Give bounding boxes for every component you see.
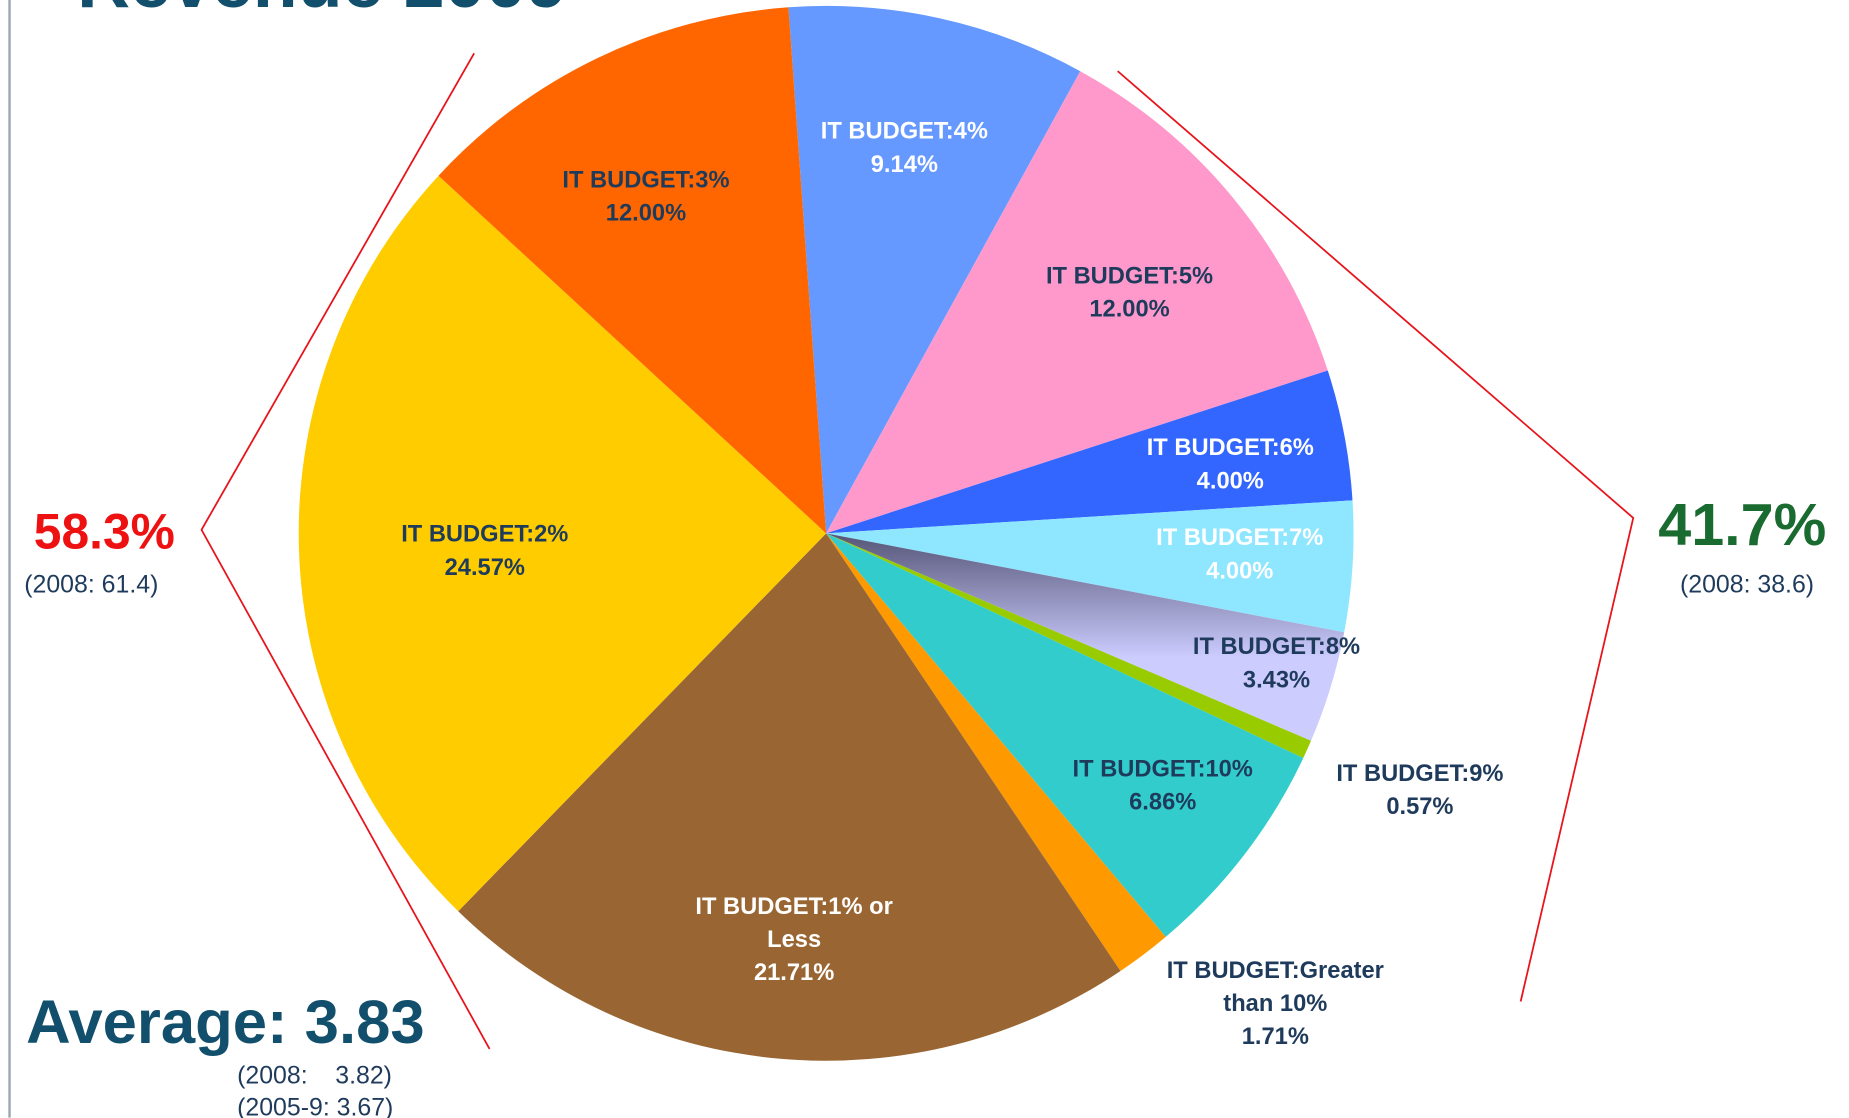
slice-label: IT BUDGET:4%: [821, 119, 988, 145]
slice: [826, 370, 1353, 534]
slice: [826, 533, 1304, 937]
left-bracket: [200, 52, 491, 1050]
value-label: 3.43%: [1243, 667, 1310, 693]
slice-label: IT BUDGET:5%: [1046, 263, 1213, 289]
slice: [298, 175, 827, 912]
slice: [438, 7, 827, 534]
value-label: 4.00%: [1206, 558, 1273, 584]
slice-label: IT BUDGET:Greater than 10%: [1167, 958, 1384, 1017]
slice-label: IT BUDGET:6%: [1147, 435, 1314, 461]
slice-label: IT BUDGET:10%: [1073, 756, 1253, 782]
slice-label: IT BUDGET:7%: [1156, 525, 1323, 551]
average-prior: (2005-9: 3.67): [237, 1093, 393, 1118]
slice: [826, 533, 1312, 759]
slice: [458, 533, 1121, 1061]
value-label: 12.00%: [606, 200, 686, 226]
pie: [298, 5, 1354, 1061]
right-share: 41.7%: [1658, 491, 1826, 558]
value-label: 12.00%: [1089, 296, 1169, 322]
chart-title: Revenue 2009: [77, 0, 567, 23]
right-prior: (2008: 38.6): [1680, 571, 1814, 599]
slice-label: IT BUDGET:1% or Less: [695, 894, 892, 953]
value-label: 24.57%: [445, 555, 525, 581]
slice-label: IT BUDGET:8%: [1193, 634, 1360, 660]
left-share: 58.3%: [34, 504, 175, 560]
value-label: 6.86%: [1129, 789, 1196, 815]
slice-label: IT BUDGET:3%: [562, 167, 729, 193]
average-prior: (2008: 3.82): [237, 1061, 392, 1089]
slice: [826, 533, 1166, 971]
value-label: 4.00%: [1197, 468, 1264, 494]
slice-label: IT BUDGET:9%: [1336, 761, 1503, 787]
left-prior: (2008: 61.4): [24, 571, 158, 599]
value-label: 21.71%: [754, 960, 834, 986]
slice-label: IT BUDGET:2%: [401, 522, 568, 548]
slice: [826, 500, 1354, 633]
slice: [788, 5, 1081, 534]
slice: [826, 533, 1345, 741]
right-bracket: [1117, 70, 1635, 1002]
value-label: 1.71%: [1242, 1024, 1309, 1050]
value-label: 9.14%: [871, 152, 938, 178]
slice: [826, 71, 1328, 534]
average: Average: 3.83: [26, 988, 425, 1057]
value-label: 0.57%: [1386, 794, 1453, 820]
